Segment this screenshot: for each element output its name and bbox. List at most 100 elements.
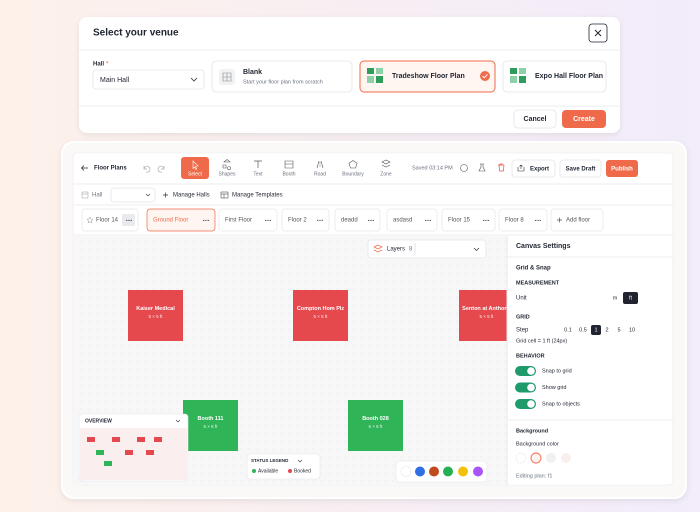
option-card[interactable] — [211, 60, 353, 93]
hall-select[interactable] — [92, 69, 205, 90]
undo-icon[interactable] — [143, 165, 151, 173]
create-button[interactable] — [562, 110, 606, 128]
tab-menu[interactable]: … — [265, 216, 272, 223]
toggle-label: Snap to grid — [542, 368, 572, 374]
option-card[interactable] — [502, 60, 607, 93]
export-button[interactable] — [511, 159, 556, 178]
tab-menu[interactable]: … — [126, 216, 133, 223]
floor-tab-label: deadd — [341, 218, 358, 224]
lab-icon[interactable] — [478, 163, 486, 172]
settings-panel: Canvas Settings Grid & Snap MEASUREMENT … — [506, 236, 673, 485]
booth[interactable] — [293, 290, 348, 341]
redo-icon[interactable] — [157, 165, 165, 173]
grid-icon — [222, 72, 232, 82]
shape — [429, 466, 439, 477]
booth-size: 5 × 5 ft — [479, 314, 494, 319]
tool-label: Select — [188, 171, 203, 177]
tool-label: Road — [314, 171, 326, 177]
booth[interactable] — [128, 290, 183, 341]
booth-name: Senton at Anthony — [462, 306, 511, 312]
tab-menu[interactable]: … — [317, 216, 324, 223]
floor-tab-label: First Floor — [225, 218, 252, 224]
tab-menu[interactable]: … — [425, 216, 432, 223]
layers-dropdown[interactable] — [367, 239, 487, 259]
tool-icon — [192, 160, 199, 170]
required-mark: * — [106, 62, 109, 68]
tab-menu[interactable]: … — [368, 216, 375, 223]
unit-text: m — [613, 295, 618, 301]
back-icon[interactable] — [80, 165, 89, 171]
color-palette — [395, 460, 488, 483]
manage-halls[interactable]: Manage Halls — [173, 193, 210, 199]
shape — [515, 452, 527, 464]
floor-tab[interactable] — [218, 208, 278, 232]
tool-icon — [381, 159, 391, 168]
toggle-label: Show grid — [542, 385, 566, 391]
booth-size: 5 × 5 ft — [368, 424, 383, 429]
tool-label: Shapes — [219, 171, 236, 177]
toggle-knob — [527, 383, 535, 392]
booth-label-box: Senton at Anthony 5 × 5 ft — [462, 306, 511, 319]
option-title: Tradeshow Floor Plan — [392, 73, 465, 80]
legend-dot — [288, 469, 292, 473]
layers-label: Layers — [387, 247, 405, 253]
delete-icon[interactable] — [498, 163, 505, 172]
floor-tab[interactable] — [281, 208, 330, 232]
floor-tab-active[interactable] — [146, 208, 216, 232]
shape — [154, 437, 162, 442]
step-option[interactable]: 0.5 — [579, 327, 587, 333]
step-label: Step — [516, 328, 529, 334]
chevron — [297, 459, 303, 463]
settings-title: Canvas Settings — [516, 243, 571, 250]
legend-item: Booked — [294, 468, 311, 474]
tool-icon — [348, 160, 358, 169]
option-title: Blank — [243, 69, 262, 76]
unit-option-active[interactable] — [623, 292, 638, 304]
step-option[interactable]: 5 — [617, 327, 620, 333]
shape — [376, 68, 383, 74]
floor-tab-label: Floor 2 — [288, 218, 307, 224]
shape — [519, 68, 526, 74]
booth[interactable] — [459, 290, 514, 341]
option-title: Expo Hall Floor Plan — [535, 73, 603, 80]
hall-bar-label: Hall — [92, 193, 102, 199]
tool-icon — [316, 160, 324, 169]
step-option[interactable]: 10 — [629, 327, 635, 333]
shape — [400, 466, 412, 477]
floor-tab[interactable] — [498, 208, 548, 232]
manage-templates[interactable]: Manage Templates — [232, 193, 283, 199]
hall-bar-select[interactable] — [110, 187, 156, 203]
tab-menu[interactable]: … — [535, 216, 542, 223]
check-icon — [482, 74, 488, 79]
floor-tab[interactable] — [386, 208, 438, 232]
hall-label: Hall — [93, 62, 104, 68]
shape — [96, 450, 104, 455]
save-draft-button[interactable] — [559, 159, 602, 178]
add-floor-button[interactable] — [550, 208, 604, 232]
help-icon[interactable] — [460, 164, 468, 172]
tab-menu[interactable]: … — [483, 216, 490, 223]
step-option[interactable]: 0.1 — [564, 327, 572, 333]
overview-title: OVERVIEW — [85, 418, 112, 424]
shape — [367, 68, 374, 74]
toggle-knob — [527, 400, 535, 408]
unit-option[interactable] — [607, 292, 623, 304]
cancel-button[interactable] — [513, 109, 557, 129]
publish-button[interactable] — [606, 160, 638, 177]
booth-name: Booth 028 — [362, 416, 389, 422]
step-active[interactable] — [591, 325, 601, 335]
booth[interactable] — [348, 400, 403, 451]
shape — [519, 76, 526, 83]
close-icon — [594, 29, 602, 37]
option-card-selected[interactable] — [359, 60, 496, 93]
floor-tab-label: Floor 8 — [505, 218, 524, 224]
step-option[interactable]: 1 — [594, 327, 597, 333]
floor-tab[interactable] — [441, 208, 496, 232]
booth[interactable] — [183, 400, 238, 451]
floor-tab[interactable] — [334, 208, 381, 232]
hall-value: Main Hall — [100, 77, 130, 84]
tab-menu[interactable]: … — [203, 216, 210, 223]
back-label: Floor Plans — [94, 166, 127, 172]
step-option[interactable]: 2 — [605, 327, 608, 333]
